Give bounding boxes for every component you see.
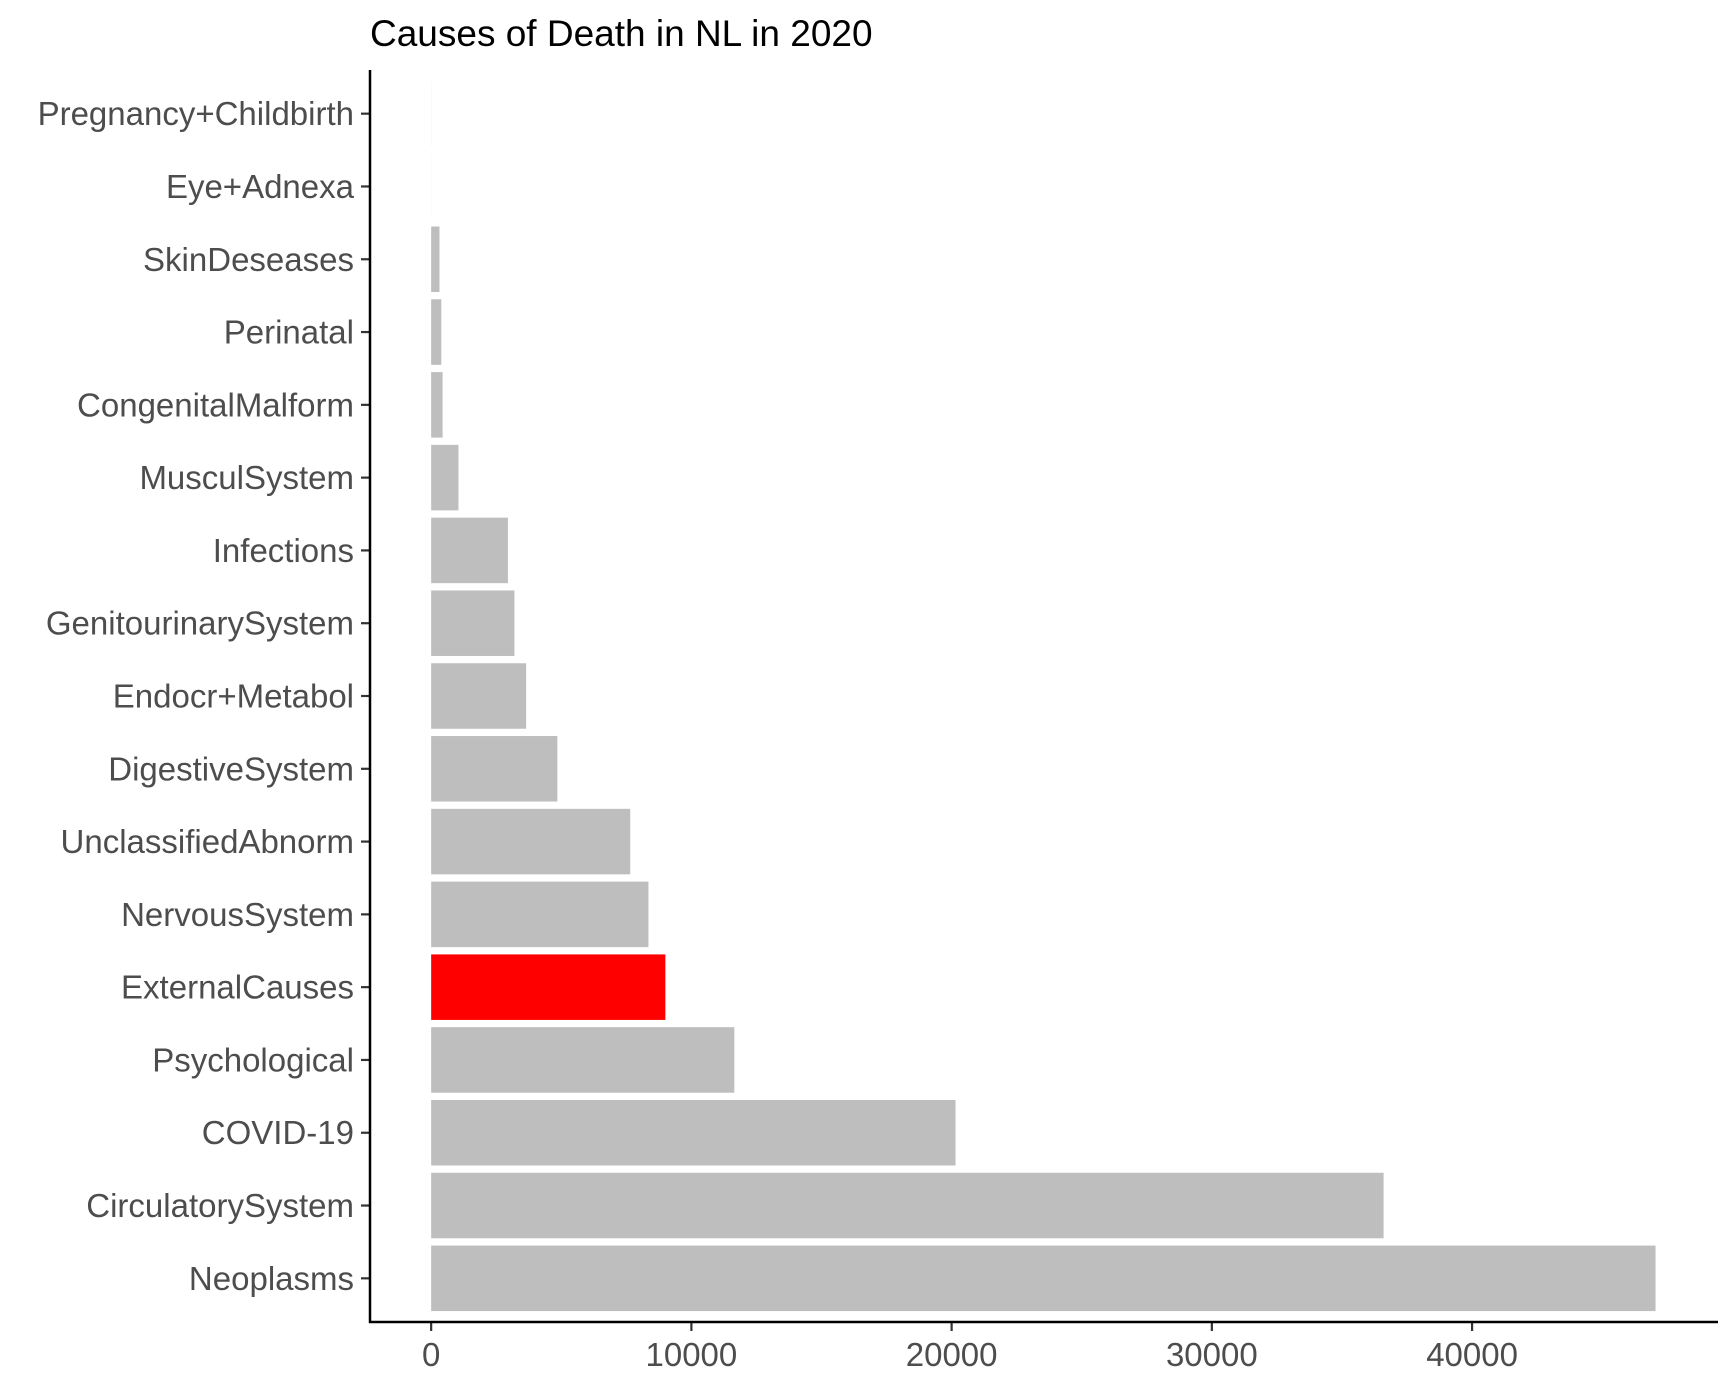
chart-title: Causes of Death in NL in 2020 <box>370 13 873 54</box>
bar-unclassifiedabnorm <box>431 808 631 875</box>
y-tick-label: Perinatal <box>224 314 354 351</box>
bar-infections <box>431 517 508 584</box>
bar-circulatorysystem <box>431 1172 1384 1239</box>
bar-endocr-metabol <box>431 663 527 729</box>
y-tick-label: DigestiveSystem <box>108 750 354 787</box>
y-tick-label: CirculatorySystem <box>86 1187 354 1224</box>
y-tick-label: Neoplasms <box>189 1260 354 1297</box>
y-tick-label: Pregnancy+Childbirth <box>38 95 354 132</box>
y-tick-label: GenitourinarySystem <box>46 605 354 642</box>
y-tick-label: Infections <box>213 532 354 569</box>
bar-externalcauses <box>431 954 666 1020</box>
bar-congenitalmalform <box>431 372 443 438</box>
bar-genitourinarysystem <box>431 590 515 656</box>
bar-skindeseases <box>431 226 440 293</box>
y-axis-ticks: Pregnancy+Childbirth Eye+Adnexa SkinDeseas… <box>38 95 370 1297</box>
y-tick-label: SkinDeseases <box>143 241 354 278</box>
bar-covid-19 <box>431 1099 956 1166</box>
y-tick-label: Psychological <box>152 1041 354 1078</box>
bar-psychological <box>431 1027 735 1093</box>
bar-neoplasms <box>431 1245 1656 1312</box>
bar-perinatal <box>431 299 442 365</box>
x-axis-ticks: 0 10000 20000 30000 40000 <box>422 1322 1518 1373</box>
y-tick-label: CongenitalMalform <box>77 386 354 423</box>
y-tick-label: UnclassifiedAbnorm <box>61 823 354 860</box>
y-tick-label: ExternalCauses <box>121 969 354 1006</box>
x-tick-label: 30000 <box>1166 1336 1258 1373</box>
bar-musculsystem <box>431 444 459 511</box>
bar-nervoussystem <box>431 881 649 948</box>
x-tick-label: 40000 <box>1426 1336 1518 1373</box>
y-tick-label: NervousSystem <box>121 896 354 933</box>
y-tick-label: Eye+Adnexa <box>166 168 355 205</box>
y-tick-label: Endocr+Metabol <box>113 678 354 715</box>
x-tick-label: 0 <box>422 1336 440 1373</box>
x-tick-label: 20000 <box>906 1336 998 1373</box>
bar-digestivesystem <box>431 736 558 802</box>
bars-layer <box>431 80 1656 1312</box>
y-tick-label: MusculSystem <box>139 459 354 496</box>
x-tick-label: 10000 <box>646 1336 738 1373</box>
y-tick-label: COVID-19 <box>202 1114 354 1151</box>
